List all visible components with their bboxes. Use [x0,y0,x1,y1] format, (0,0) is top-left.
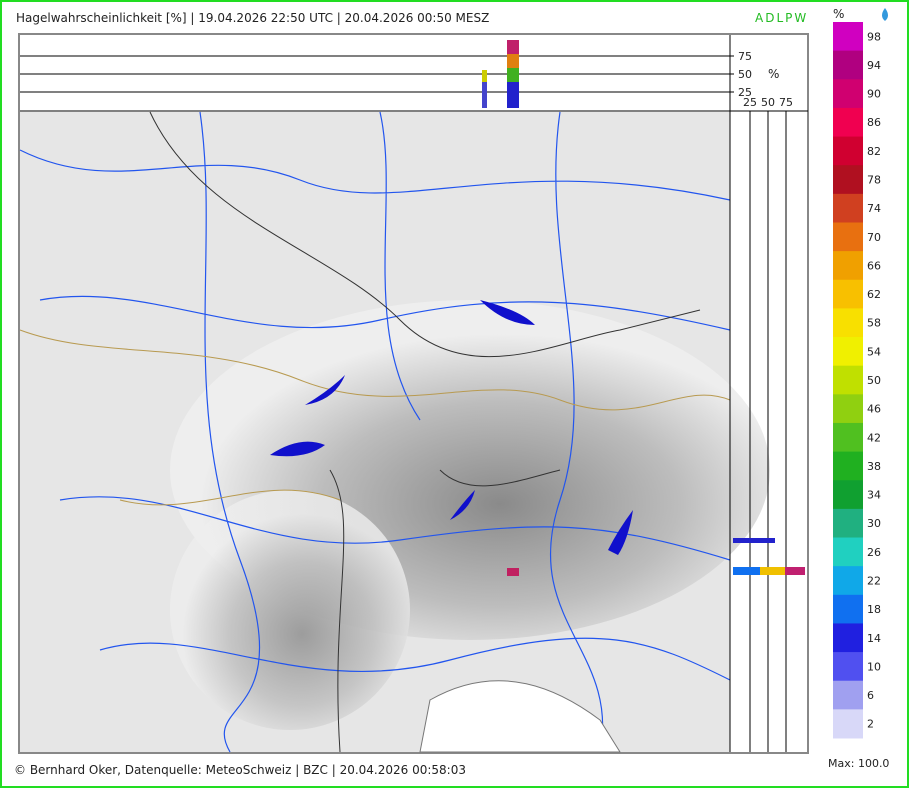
legend-band [833,652,863,682]
strip-mark [507,54,519,68]
strip-mark [482,70,487,108]
legend-label: 10 [867,660,881,673]
legend-unit: % [833,7,844,21]
legend-label: 94 [867,59,881,72]
brand: ADLPW [755,11,808,25]
legend-label: 46 [867,403,881,416]
legend-label: 74 [867,202,881,215]
top-strip-tick: 25 [738,86,752,99]
legend-band [833,566,863,596]
legend-label: 30 [867,517,881,530]
legend-label: 78 [867,174,881,187]
legend-band [833,107,863,138]
top-strip-tick: 75 [738,50,752,63]
legend-band [833,251,863,281]
legend-band [833,308,863,338]
legend-label: 2 [867,718,874,731]
legend-label: 22 [867,574,881,587]
top-strip-tick: 50 [738,68,752,81]
strip-mark [733,538,775,543]
legend-band [833,508,863,539]
legend-label: 98 [867,30,881,43]
legend-label: 14 [867,632,881,645]
legend-label: 38 [867,460,881,473]
drop-icon [882,8,888,21]
legend-band [833,193,863,223]
legend-band [833,279,863,309]
legend-band [833,165,863,195]
strip-mark [507,68,519,82]
legend-label: 90 [867,88,881,101]
legend-label: 82 [867,145,881,158]
side-strip [729,35,805,752]
legend-band [833,480,863,510]
strip-mark [760,567,785,575]
legend-max: Max: 100.0 [828,757,889,770]
top-strip [20,40,808,112]
legend-band [833,623,863,653]
legend-band [833,451,863,481]
legend-label: 66 [867,259,881,272]
legend-band [833,422,863,453]
legend-band [833,136,863,166]
legend-label: 70 [867,231,881,244]
map [19,111,770,753]
legend-band [833,594,863,624]
legend-band [833,50,863,80]
legend-band [833,537,863,567]
footer: © Bernhard Oker, Datenquelle: MeteoSchwe… [14,763,466,777]
legend-label: 54 [867,345,881,358]
legend-label: 18 [867,603,881,616]
legend-band [833,79,863,109]
side-strip-tick: 25 [743,96,757,109]
legend-label: 50 [867,374,881,387]
legend-label: 42 [867,431,881,444]
legend-band [833,680,863,710]
legend-band [833,222,863,252]
legend-label: 26 [867,546,881,559]
legend-label: 34 [867,489,881,502]
legend-band [833,394,863,424]
title: Hagelwahrscheinlichkeit [%] | 19.04.2026… [16,11,489,25]
legend-band [833,22,863,52]
strip-mark [482,70,487,82]
legend-label: 62 [867,288,881,301]
legend-label: 6 [867,689,874,702]
side-strip-tick: 50 [761,96,775,109]
legend-label: 58 [867,317,881,330]
strip-mark [507,40,519,54]
side-strip-tick: 75 [779,96,793,109]
legend-label: 86 [867,116,881,129]
legend-band [833,337,863,367]
strip-mark [785,567,805,575]
legend-band [833,709,863,739]
top-strip-unit: % [768,67,779,81]
legend-band [833,365,863,395]
